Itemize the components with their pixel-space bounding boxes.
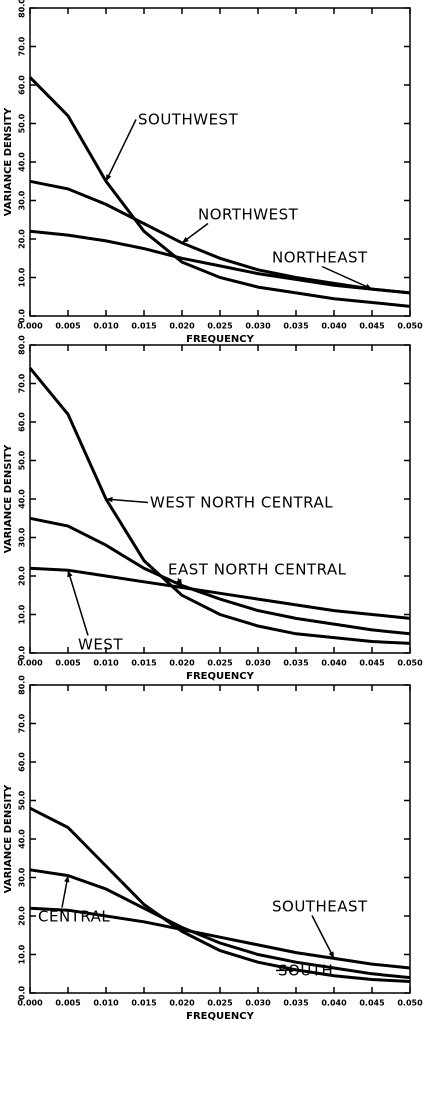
y-tick-label: 10.0 <box>18 267 27 287</box>
series-line <box>29 906 411 970</box>
x-tick-label: 0.010 <box>93 659 119 668</box>
y-tick-label: 80.0 <box>18 335 27 355</box>
series-line <box>29 229 411 295</box>
y-tick-label: 40.0 <box>18 152 27 172</box>
arrow-head <box>182 236 189 243</box>
x-axis-title: FREQUENCY <box>186 1011 255 1022</box>
x-tick-label: 0.015 <box>131 322 157 331</box>
series-line <box>29 516 411 636</box>
label-arrow <box>105 119 137 182</box>
y-tick-label: 60.0 <box>18 75 27 95</box>
x-tick-label: 0.010 <box>93 999 119 1008</box>
x-tick-label: 0.010 <box>93 322 119 331</box>
y-tick-label: 50.0 <box>18 790 27 810</box>
x-tick-label: 0.000 <box>17 322 43 331</box>
x-tick-label: 0.035 <box>283 659 309 668</box>
x-tick-label: 0.045 <box>359 322 385 331</box>
x-tick-label: 0.020 <box>169 999 195 1008</box>
y-tick-label: 0.0 <box>18 985 27 1000</box>
y-axis-title: VARIANCE DENSITY <box>3 107 14 216</box>
y-tick-label: 50.0 <box>18 450 27 470</box>
y-tick-label: 60.0 <box>18 412 27 432</box>
x-tick-label: 0.000 <box>17 999 43 1008</box>
arrow-head <box>289 967 296 973</box>
y-tick-label: 20.0 <box>18 229 27 249</box>
y-tick-label: 70.0 <box>18 36 27 56</box>
arrow-head <box>106 174 112 182</box>
x-tick-label: 0.015 <box>131 999 157 1008</box>
series-label: EAST NORTH CENTRAL <box>168 561 347 579</box>
label-arrow <box>67 570 89 636</box>
y-tick-label: 10.0 <box>18 604 27 624</box>
x-tick-label: 0.035 <box>283 322 309 331</box>
x-tick-label: 0.035 <box>283 999 309 1008</box>
x-tick-label: 0.030 <box>245 322 271 331</box>
series-line <box>28 367 411 645</box>
y-tick-label: 80.0 <box>18 675 27 695</box>
y-tick-label: 70.0 <box>18 713 27 733</box>
y-tick-label: 0.0 <box>18 308 27 323</box>
y-tick-label: 30.0 <box>18 190 27 210</box>
x-tick-label: 0.005 <box>55 659 81 668</box>
series-label: WEST <box>78 636 123 654</box>
series-line <box>28 76 411 308</box>
label-arrow <box>105 498 149 504</box>
x-tick-label: 0.030 <box>245 999 271 1008</box>
x-tick-label: 0.020 <box>169 659 195 668</box>
series-label: NORTHEAST <box>272 249 368 267</box>
x-axis-title: FREQUENCY <box>186 671 255 682</box>
x-tick-label: 0.040 <box>321 999 347 1008</box>
x-tick-label: 0.050 <box>397 659 423 668</box>
arrow-head <box>328 951 334 959</box>
plot-frame <box>29 7 411 317</box>
x-tick-label: 0.005 <box>55 999 81 1008</box>
label-arrow <box>321 265 373 290</box>
series-label: SOUTHEAST <box>272 898 368 916</box>
series-line <box>29 806 411 983</box>
arrow-head <box>106 496 113 503</box>
arrow-head <box>64 875 70 883</box>
y-tick-label: 40.0 <box>18 829 27 849</box>
series-line <box>29 566 411 620</box>
x-axis-title: FREQUENCY <box>186 334 255 345</box>
x-tick-label: 0.025 <box>207 999 233 1008</box>
y-axis-title: VARIANCE DENSITY <box>3 784 14 893</box>
y-tick-label: 70.0 <box>18 373 27 393</box>
y-tick-label: 30.0 <box>18 527 27 547</box>
y-tick-label: 60.0 <box>18 752 27 772</box>
y-axis-title: VARIANCE DENSITY <box>3 444 14 553</box>
series-label: CENTRAL <box>38 908 110 926</box>
y-tick-label: 40.0 <box>18 489 27 509</box>
x-tick-label: 0.045 <box>359 659 385 668</box>
x-tick-label: 0.000 <box>17 659 43 668</box>
x-tick-label: 0.015 <box>131 659 157 668</box>
plot-frame <box>29 684 411 994</box>
y-tick-label: 0.0 <box>18 645 27 660</box>
y-tick-label: 20.0 <box>18 906 27 926</box>
x-tick-label: 0.045 <box>359 999 385 1008</box>
y-tick-label: 50.0 <box>18 113 27 133</box>
arrow-head <box>67 570 73 578</box>
series-label: WEST NORTH CENTRAL <box>150 494 333 512</box>
series-label: SOUTHWEST <box>138 111 239 129</box>
x-tick-label: 0.020 <box>169 322 195 331</box>
y-tick-label: 10.0 <box>18 944 27 964</box>
x-tick-label: 0.040 <box>321 659 347 668</box>
x-tick-label: 0.025 <box>207 322 233 331</box>
series-line <box>29 868 411 980</box>
x-tick-label: 0.030 <box>245 659 271 668</box>
x-tick-label: 0.040 <box>321 322 347 331</box>
y-tick-label: 20.0 <box>18 566 27 586</box>
series-label: NORTHWEST <box>198 206 299 224</box>
arrow-head <box>365 283 372 290</box>
y-tick-label: 30.0 <box>18 867 27 887</box>
x-tick-label: 0.025 <box>207 659 233 668</box>
label-arrow <box>311 915 335 959</box>
x-tick-label: 0.050 <box>397 322 423 331</box>
x-tick-label: 0.005 <box>55 322 81 331</box>
y-tick-label: 80.0 <box>18 0 27 18</box>
arrow-head <box>176 578 182 586</box>
x-tick-label: 0.050 <box>397 999 423 1008</box>
